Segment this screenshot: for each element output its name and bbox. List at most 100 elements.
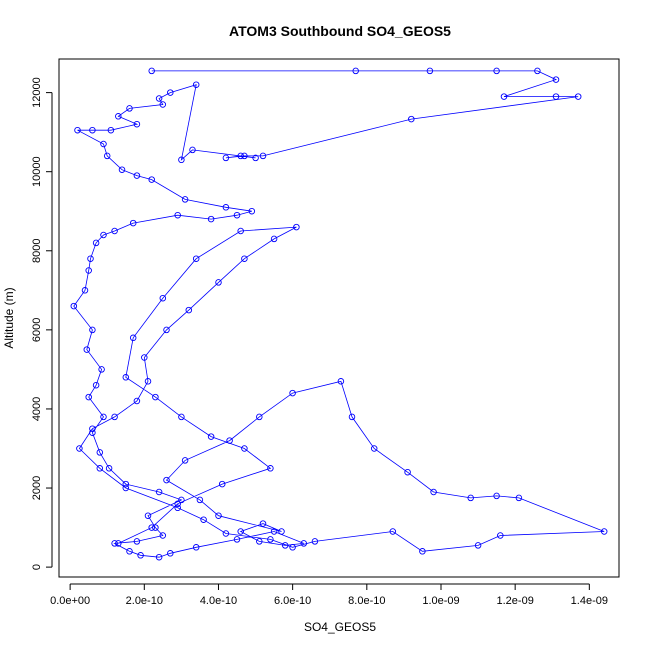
data-point [129,334,137,342]
data-point [218,480,226,488]
data-point [133,538,141,545]
data-point [222,204,230,211]
x-tick-label: 6.0e-10 [274,595,311,607]
data-point [122,374,130,381]
data-point [126,548,133,555]
data-point [105,465,113,472]
data-point [426,67,434,75]
y-tick-label: 4000 [31,397,43,421]
data-point [96,449,104,456]
data-point [74,126,81,134]
data-point [552,76,560,83]
data-point [289,389,296,397]
data-point [111,540,118,547]
data-point [111,413,118,421]
data-point [178,496,185,504]
data-point [259,520,267,527]
data-point [133,172,141,179]
data-point [300,540,308,547]
data-point [122,480,130,488]
plot-frame [58,58,620,578]
data-point [89,126,96,134]
data-point [163,476,170,484]
data-point [133,120,141,128]
data-point [185,306,193,314]
data-point [348,413,356,421]
data-point [192,81,200,88]
data-point [233,211,241,219]
data-point [115,540,122,547]
data-point [85,393,92,401]
data-point [96,465,104,472]
data-point [181,196,189,203]
data-point [252,154,259,162]
data-point [493,492,500,500]
data-point [89,425,96,432]
data-point [141,354,148,361]
data-point [174,504,181,512]
data-point [493,67,500,75]
data-point [289,544,296,551]
data-point [144,378,152,385]
data-point [155,95,163,102]
data-point [76,445,83,452]
data-point [133,397,141,405]
data-point [115,113,122,120]
data-point [192,255,200,262]
x-tick-label: 1.4e-09 [571,595,608,607]
data-point [178,156,185,164]
x-tick-label: 0.0e+00 [50,595,90,607]
data-point [237,152,244,160]
data-point [352,67,359,75]
data-point [92,381,100,389]
data-point [92,239,100,247]
data-point [178,413,185,421]
y-tick-label: 0 [31,564,43,570]
data-point [89,429,96,436]
data-point [207,215,215,223]
data-point [311,538,319,545]
data-point [215,279,222,286]
data-point [241,152,248,160]
y-tick-label: 8000 [31,239,43,263]
data-point [148,67,155,75]
y-axis-label: Altitude (m) [2,287,16,348]
data-point [98,366,105,373]
data-point [70,302,78,310]
data-point [111,227,118,235]
data-point [100,140,107,148]
data-point [155,488,163,496]
x-tick-label: 8.0e-10 [348,595,385,607]
x-tick-label: 4.0e-10 [200,595,237,607]
data-point [256,538,263,545]
data-point [278,528,285,535]
data-point [293,223,300,231]
data-point [515,494,523,502]
data-point [222,154,230,162]
data-point [370,445,378,452]
data-point [200,516,207,523]
y-tick-label: 2000 [31,476,43,500]
data-point [408,115,415,123]
data-point [419,548,426,555]
data-point [100,413,107,421]
x-tick-label: 1.0e-09 [422,595,459,607]
data-point [174,500,181,508]
data-point [207,433,215,440]
data-point [148,524,155,531]
data-point [600,528,608,535]
series-line [73,70,605,558]
data-point [574,93,582,100]
data-point [248,207,256,215]
data-point [129,219,137,227]
data-point [389,528,397,535]
data-point [152,393,159,401]
data-point [107,126,115,134]
data-point [83,346,91,353]
data-point [233,536,241,543]
data-point [167,89,174,96]
data-point [474,542,482,549]
data-point [241,445,248,452]
x-tick-label: 2.0e-10 [126,595,163,607]
